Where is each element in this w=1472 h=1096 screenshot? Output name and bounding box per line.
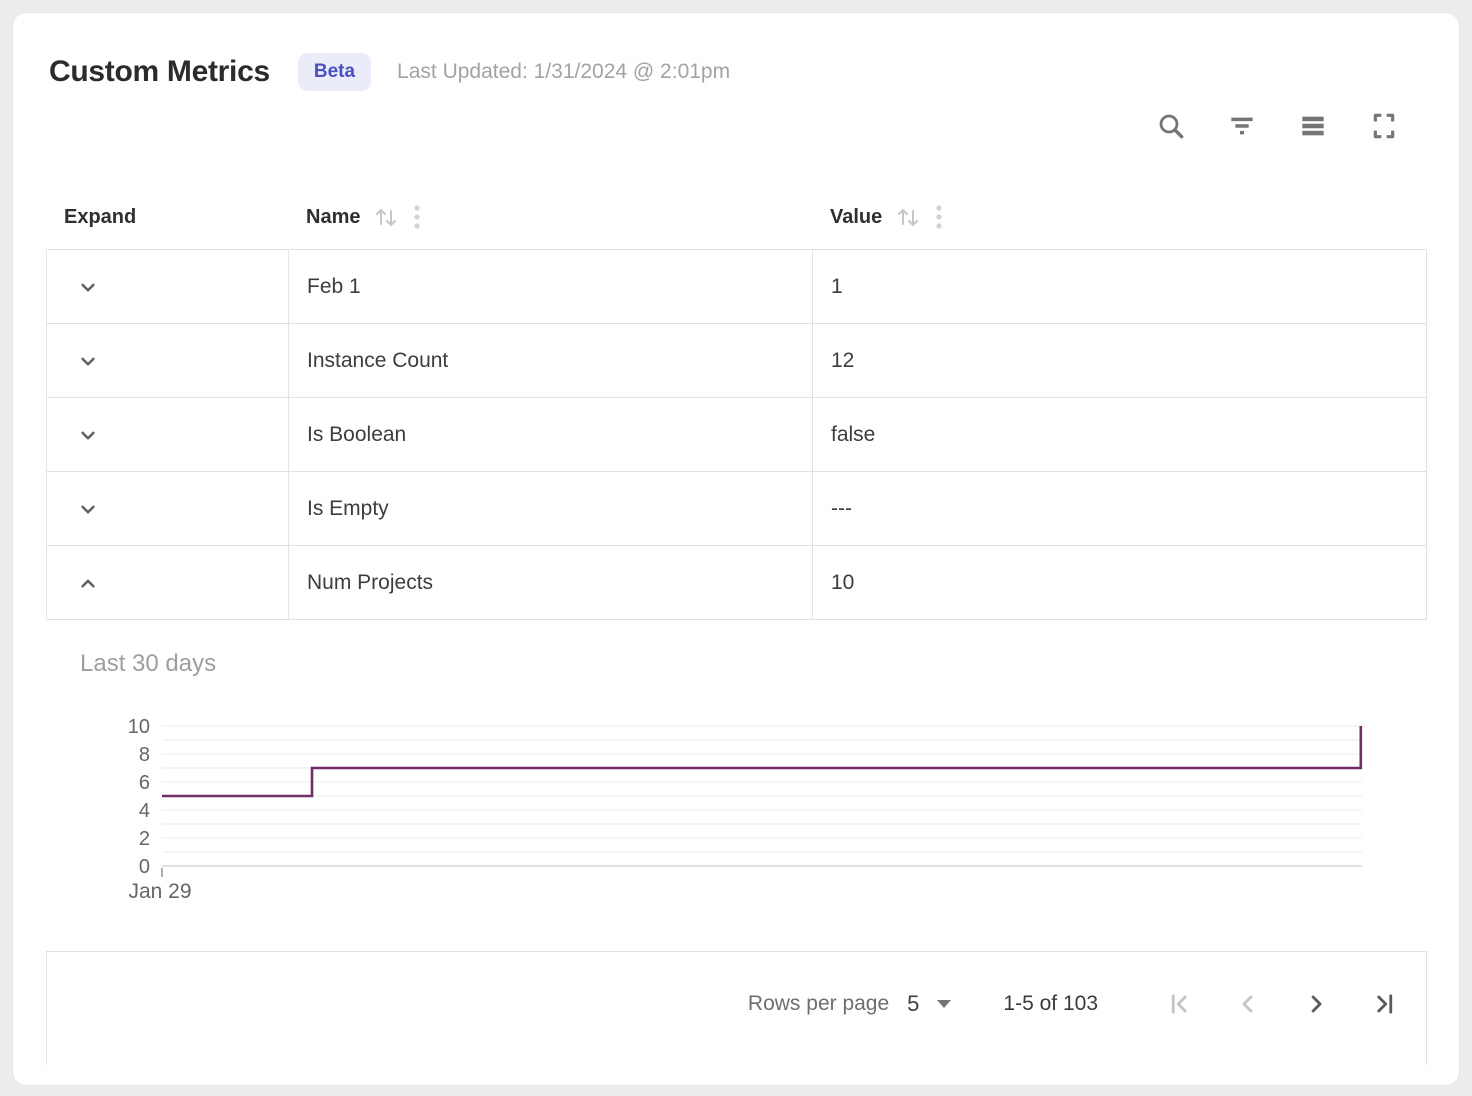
metric-value: 1 (831, 274, 843, 298)
fullscreen-icon[interactable] (1367, 109, 1401, 143)
metric-chart: 0 2 4 6 8 10 Jan 29 (128, 716, 1363, 903)
pagination-footer: Rows per page 5 1-5 of 103 (46, 951, 1427, 1065)
beta-badge: Beta (297, 53, 372, 91)
page-title: Custom Metrics (49, 55, 270, 88)
metrics-datagrid: Expand Name Value (46, 185, 1427, 1065)
table-row: Num Projects 10 (47, 546, 1426, 620)
table-row: Instance Count 12 (47, 324, 1426, 398)
last-page-button[interactable] (1370, 990, 1398, 1018)
metric-name: Feb 1 (289, 250, 813, 323)
first-page-button[interactable] (1166, 990, 1194, 1018)
column-header-name[interactable]: Name (288, 203, 812, 231)
column-header-expand: Expand (64, 205, 137, 228)
table-row: Feb 1 1 (47, 250, 1426, 324)
chart-title: Last 30 days (80, 650, 217, 677)
search-icon[interactable] (1154, 109, 1188, 143)
grid-toolbar (13, 109, 1459, 143)
table-row: Is Empty --- (47, 472, 1426, 546)
sort-icon[interactable] (894, 204, 922, 230)
density-icon[interactable] (1296, 109, 1330, 143)
pagination-range-text: 1-5 of 103 (1003, 991, 1098, 1015)
metric-name: Num Projects (289, 546, 813, 619)
expand-chevron-icon[interactable] (75, 348, 101, 374)
next-page-button[interactable] (1302, 990, 1330, 1018)
metric-value: --- (831, 496, 852, 520)
column-header-value[interactable]: Value (812, 203, 1427, 231)
metric-value: false (831, 422, 876, 446)
grid-header-row: Expand Name Value (46, 185, 1427, 249)
svg-text:6: 6 (139, 772, 150, 794)
previous-page-button[interactable] (1234, 990, 1262, 1018)
rows-per-page-select[interactable]: 5 (907, 990, 920, 1016)
expand-chevron-icon[interactable] (75, 274, 101, 300)
svg-text:0: 0 (139, 856, 150, 878)
metric-name: Is Boolean (289, 398, 813, 471)
expanded-detail-panel: Last 30 days 0 2 4 6 8 10 Jan 29 (46, 620, 1427, 951)
svg-text:10: 10 (128, 716, 150, 738)
expand-chevron-icon[interactable] (75, 422, 101, 448)
svg-text:Jan 29: Jan 29 (128, 880, 191, 903)
column-menu-icon[interactable] (934, 203, 944, 231)
metric-value: 10 (831, 570, 855, 594)
page-header: Custom Metrics Beta Last Updated: 1/31/2… (49, 53, 1459, 91)
metric-name: Is Empty (289, 472, 813, 545)
svg-text:2: 2 (139, 828, 150, 850)
expand-chevron-icon[interactable] (75, 496, 101, 522)
rows-per-page-dropdown-icon[interactable] (937, 999, 952, 1008)
sort-icon[interactable] (372, 204, 400, 230)
filter-icon[interactable] (1225, 109, 1259, 143)
column-menu-icon[interactable] (412, 203, 422, 231)
metric-value: 12 (831, 348, 855, 372)
svg-text:8: 8 (139, 744, 150, 766)
last-updated-text: Last Updated: 1/31/2024 @ 2:01pm (397, 60, 731, 83)
metric-name: Instance Count (289, 324, 813, 397)
custom-metrics-card: Custom Metrics Beta Last Updated: 1/31/2… (12, 12, 1460, 1086)
collapse-chevron-icon[interactable] (75, 570, 101, 596)
table-row: Is Boolean false (47, 398, 1426, 472)
grid-rows: Feb 1 1 Instance Count 12 Is Boolean fal… (46, 249, 1427, 620)
rows-per-page-label: Rows per page (747, 991, 890, 1015)
svg-text:4: 4 (139, 800, 150, 822)
pagination-nav (1126, 990, 1398, 1018)
